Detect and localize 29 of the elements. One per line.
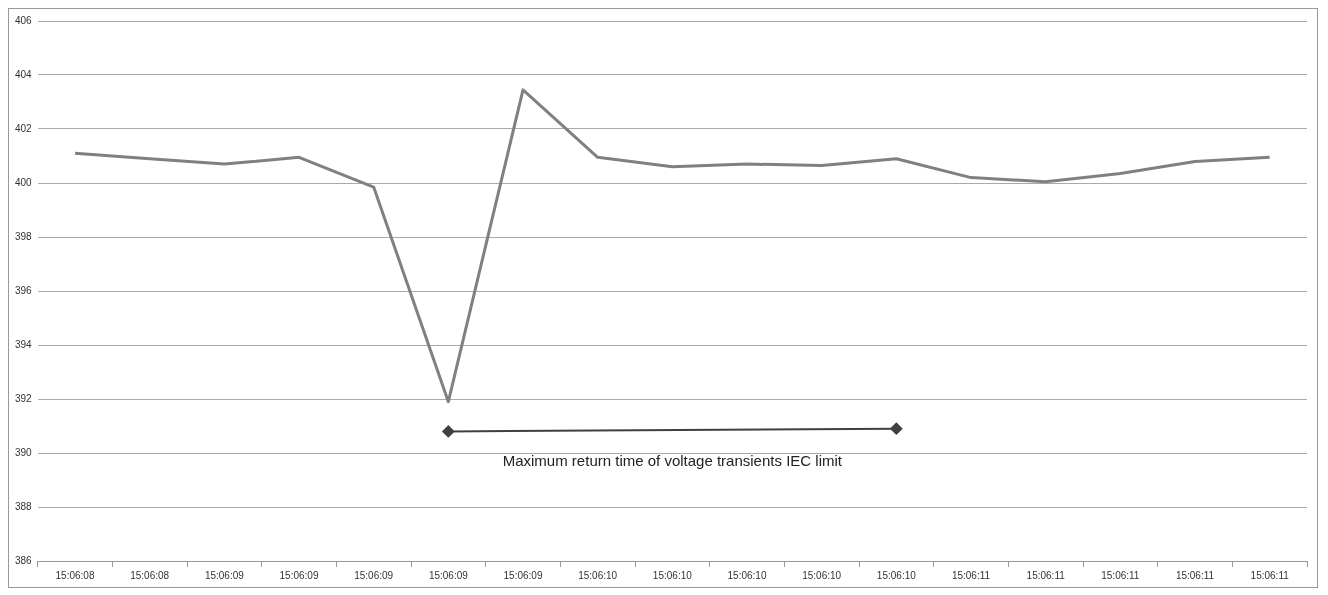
x-tick-label: 15:06:10 (727, 569, 767, 581)
x-tick-label: 15:06:09 (204, 569, 245, 581)
y-tick-label: 398 (15, 230, 33, 242)
y-tick-label: 396 (15, 284, 33, 296)
x-tick-label: 15:06:11 (1101, 569, 1140, 581)
x-tick-label: 15:06:08 (55, 569, 95, 581)
y-tick-label: 402 (15, 122, 33, 134)
x-tick-label: 15:06:10 (578, 569, 618, 581)
x-tick-label: 15:06:08 (130, 569, 170, 581)
x-tick-label: 15:06:11 (1026, 569, 1066, 581)
y-tick-label: 406 (15, 14, 33, 26)
x-tick-label: 15:06:09 (279, 569, 319, 581)
y-tick-label: 394 (15, 338, 33, 350)
x-tick-label: 15:06:11 (951, 569, 991, 581)
x-tick-label: 15:06:11 (1250, 569, 1290, 581)
x-tick-label: 15:06:09 (503, 569, 543, 581)
y-tick-label: 404 (15, 68, 33, 80)
x-tick-label: 15:06:10 (652, 569, 693, 581)
y-tick-label: 392 (15, 392, 33, 404)
x-tick-label: 15:06:11 (1175, 569, 1215, 581)
annotation: Maximum return time of voltage transients IEC limit (502, 451, 843, 469)
x-tick-label: 15:06:09 (354, 569, 394, 581)
x-tick-label: 15:06:10 (876, 569, 917, 581)
x-tick-label: 15:06:10 (802, 569, 842, 581)
y-tick-label: 386 (15, 554, 33, 566)
y-tick-label: 400 (15, 176, 33, 188)
y-tick-label: 388 (15, 500, 33, 512)
x-tick-label: 15:06:09 (428, 569, 469, 581)
y-tick-label: 390 (15, 446, 33, 458)
